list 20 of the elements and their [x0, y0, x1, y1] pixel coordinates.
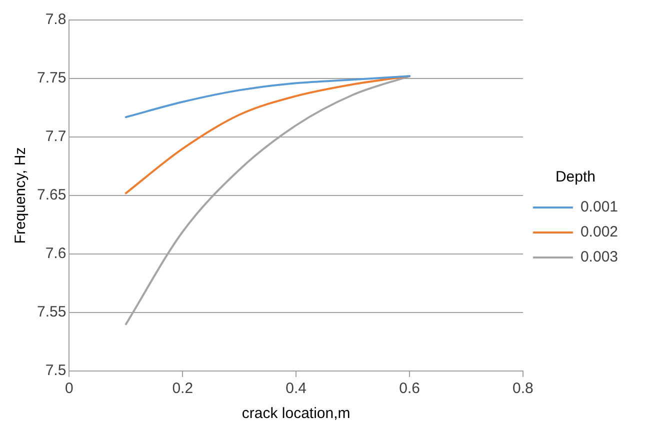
legend-label: 0.002 — [580, 224, 618, 241]
line-series — [124, 75, 411, 194]
y-tick-label: 7.65 — [36, 186, 66, 204]
y-tick-label: 7.6 — [45, 245, 66, 262]
legend-label: 0.003 — [580, 248, 618, 266]
y-tick-label: 7.5 — [45, 362, 66, 380]
line-series — [124, 75, 411, 118]
legend-label: 0.001 — [580, 198, 618, 216]
x-axis-title: crack location,m — [242, 405, 350, 422]
y-axis-title: Frequency, Hz — [12, 147, 30, 244]
y-tick-label: 7.8 — [45, 11, 66, 28]
x-tick-label: 0.8 — [512, 380, 534, 398]
y-tick-label: 7.55 — [36, 304, 66, 321]
legend-title: Depth — [555, 168, 596, 186]
x-tick-label: 0.2 — [172, 380, 194, 398]
y-tick-label: 7.7 — [45, 128, 66, 146]
x-tick-label: 0.4 — [286, 380, 307, 398]
x-tick-label: 0 — [65, 380, 74, 398]
x-tick-label: 0.6 — [399, 380, 420, 398]
y-tick-label: 7.75 — [36, 70, 66, 87]
